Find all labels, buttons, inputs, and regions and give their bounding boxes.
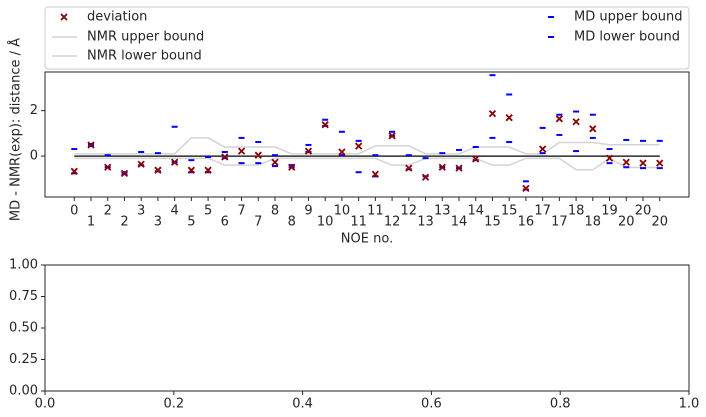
x-tick-label: 15 — [501, 204, 518, 219]
deviation-marker — [120, 169, 129, 178]
x-tick-label: 6 — [221, 215, 229, 230]
deviation-marker — [104, 163, 112, 171]
deviation-marker — [321, 121, 329, 129]
axes-frame — [44, 71, 690, 198]
x-tick-label: 11 — [367, 204, 384, 219]
deviation-marker — [221, 153, 229, 161]
deviation-marker — [154, 166, 162, 174]
y-axis-label: MD - NMR(exp): distance / Å — [8, 38, 24, 221]
deviation-marker — [338, 148, 346, 156]
deviation-marker — [505, 114, 513, 122]
deviation-marker — [304, 147, 313, 155]
deviation-marker — [288, 163, 296, 171]
y-tick-label: 2 — [30, 103, 38, 118]
legend-box — [44, 6, 690, 70]
x-tick-label: 13 — [417, 215, 434, 230]
deviation-marker — [488, 109, 497, 118]
legend-label: deviation — [87, 10, 147, 25]
x-tick-label: 15 — [484, 215, 501, 230]
deviation-marker — [538, 145, 547, 153]
x-tick-label: 2 — [120, 215, 128, 230]
x-tick-label: 17 — [551, 215, 568, 230]
x-tick-label: 8 — [288, 215, 296, 230]
x-tick-label: 20 — [635, 204, 652, 219]
deviation-marker — [354, 142, 363, 150]
deviation-marker — [555, 115, 564, 123]
deviation-marker — [421, 173, 430, 181]
x-tick-label: 7 — [254, 215, 262, 230]
deviation-marker — [455, 164, 463, 172]
x-tick-label: 4 — [170, 204, 178, 219]
legend-label: NMR upper bound — [87, 30, 204, 45]
legend-label: MD upper bound — [574, 10, 683, 25]
deviation-marker — [438, 163, 446, 171]
x-tick-label: 0 — [70, 204, 78, 219]
deviation-marker — [622, 158, 630, 166]
x-tick-label: 16 — [518, 215, 535, 230]
deviation-marker — [605, 154, 614, 162]
x-tick-label: 18 — [568, 204, 585, 219]
deviation-marker — [170, 158, 179, 166]
x-tick-label: 20 — [651, 215, 668, 230]
x-tick-label: 14 — [451, 215, 468, 230]
deviation-marker — [522, 184, 530, 193]
x-tick-label: 2 — [104, 204, 112, 219]
deviation-marker — [639, 159, 647, 167]
x-tick-label: 5 — [204, 204, 212, 219]
x-tick-label: 0.4 — [292, 397, 313, 412]
x-tick-label: 11 — [350, 215, 367, 230]
deviation-marker — [572, 118, 580, 126]
y-tick-label: 0.00 — [9, 384, 38, 399]
x-tick-label: 7 — [237, 204, 245, 219]
x-tick-label: 10 — [334, 204, 351, 219]
x-tick-label: 10 — [317, 215, 334, 230]
deviation-marker — [254, 151, 262, 159]
deviation-marker — [371, 170, 380, 178]
deviation-marker — [405, 164, 413, 172]
x-tick-label: 0.0 — [35, 397, 56, 412]
x-tick-label: 13 — [434, 204, 451, 219]
x-tick-label: 1 — [87, 215, 95, 230]
deviation-marker — [472, 155, 480, 163]
x-tick-label: 0.6 — [421, 397, 442, 412]
deviation-marker — [187, 166, 196, 174]
deviation-marker — [271, 158, 279, 166]
x-tick-label: 17 — [534, 204, 551, 219]
x-tick-label: 20 — [618, 215, 635, 230]
x-tick-label: 12 — [384, 215, 401, 230]
y-tick-label: 0.50 — [9, 321, 38, 336]
x-tick-label: 8 — [271, 204, 279, 219]
x-tick-label: 18 — [585, 215, 602, 230]
nmr-bound-line — [74, 137, 660, 155]
x-tick-label: 14 — [467, 204, 484, 219]
x-tick-label: 12 — [401, 204, 418, 219]
y-tick-label: 0.75 — [9, 289, 38, 304]
nmr-bound-line — [74, 157, 660, 171]
deviation-marker — [137, 160, 145, 168]
y-tick-label: 1.00 — [9, 258, 38, 273]
deviation-marker — [589, 125, 597, 133]
y-tick-label: 0.25 — [9, 352, 38, 367]
axes-frame — [44, 264, 690, 392]
deviation-marker — [204, 166, 212, 174]
deviation-marker — [87, 141, 95, 149]
x-tick-label: 19 — [601, 204, 618, 219]
deviation-marker — [70, 167, 78, 175]
x-axis-label: NOE no. — [341, 232, 393, 247]
deviation-marker — [388, 132, 396, 140]
deviation-marker — [237, 147, 246, 155]
x-tick-label: 3 — [137, 204, 145, 219]
y-tick-label: 0 — [30, 149, 38, 164]
x-tick-label: 0.8 — [550, 397, 571, 412]
x-tick-label: 1.0 — [679, 397, 700, 412]
legend-label: NMR lower bound — [87, 49, 202, 64]
legend-swatch — [60, 13, 68, 21]
x-tick-label: 0.2 — [163, 397, 184, 412]
legend-label: MD lower bound — [574, 30, 680, 45]
x-tick-label: 5 — [187, 215, 195, 230]
x-tick-label: 3 — [154, 215, 162, 230]
x-tick-label: 9 — [304, 204, 312, 219]
deviation-marker — [656, 159, 664, 167]
